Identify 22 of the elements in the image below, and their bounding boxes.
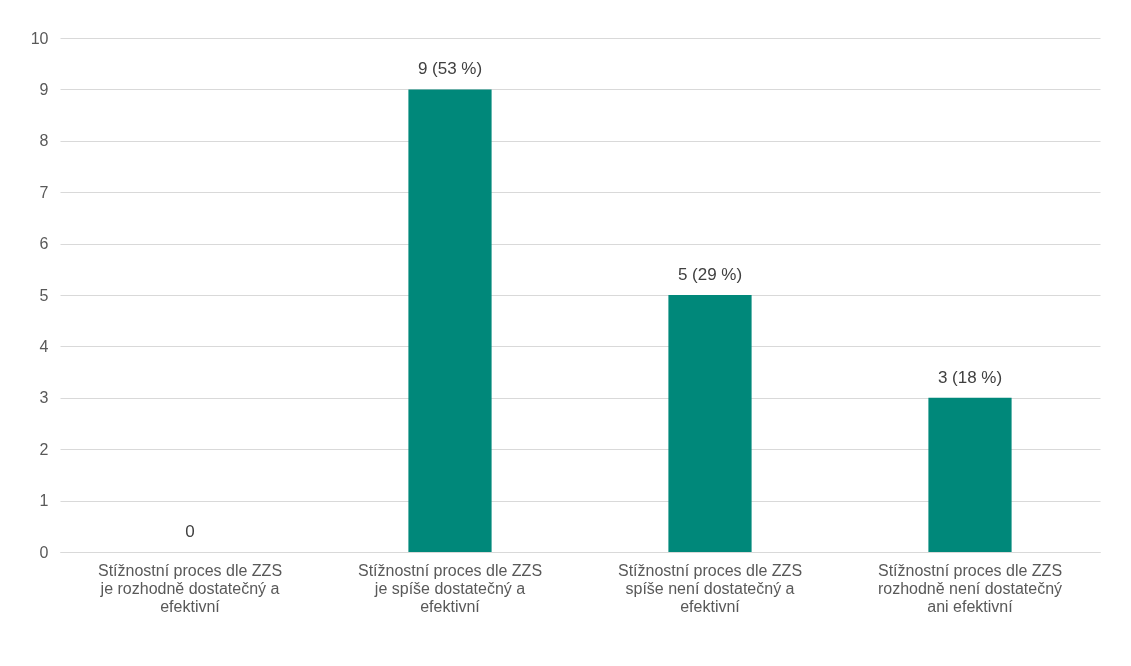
y-tick-label: 10 <box>30 29 49 47</box>
bar <box>408 89 492 552</box>
data-label: 0 <box>185 522 195 541</box>
y-tick-label: 7 <box>39 183 49 201</box>
x-tick-label: Stížnostní proces dle ZZS je spíše dostatečný a efektivní <box>357 561 543 615</box>
y-tick-label: 6 <box>39 235 49 253</box>
x-tick-label: Stížnostní proces dle ZZS rozhodně není dostatečný ani efektivní <box>877 561 1063 615</box>
y-tick-label: 2 <box>39 440 49 458</box>
bar <box>668 295 752 552</box>
data-label: 5 (29 %) <box>677 265 743 284</box>
y-tick-label: 1 <box>39 492 49 510</box>
data-label: 9 (53 %) <box>417 59 483 79</box>
y-tick-label: 4 <box>39 337 49 355</box>
y-tick-label: 0 <box>39 543 49 561</box>
y-tick-label: 5 <box>39 286 49 304</box>
y-tick-label: 3 <box>39 389 49 407</box>
bar <box>928 397 1012 552</box>
y-tick-label: 9 <box>39 80 49 98</box>
x-tick-label: Stížnostní proces dle ZZS spíše není dostatečný a efektivní <box>617 561 803 615</box>
y-tick-label: 8 <box>39 132 49 150</box>
data-label: 3 (18 %) <box>937 367 1003 387</box>
x-tick-label: Stížnostní proces dle ZZS je rozhodně dostatečný a efektivní <box>97 561 283 615</box>
